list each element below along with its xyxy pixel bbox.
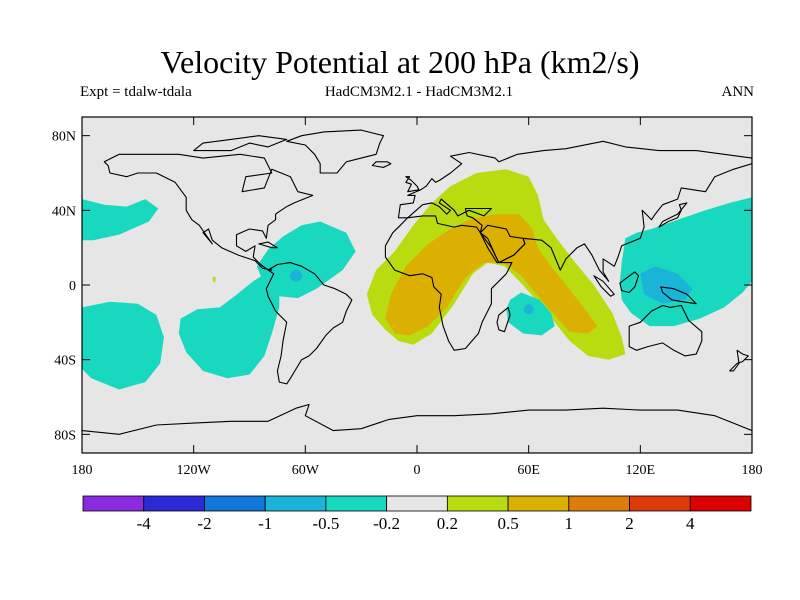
coastline-arctic-islands	[193, 135, 288, 152]
colorbar-swatch	[629, 495, 691, 512]
colorbar-label: 4	[686, 514, 695, 533]
y-tick-label: 80N	[52, 130, 76, 145]
colorbar-label: -4	[137, 514, 152, 533]
model-label: HadCM3M2.1 - HadCM3M2.1	[324, 84, 514, 100]
contour-spot-colombia	[290, 269, 303, 282]
coastline-australia	[628, 304, 703, 357]
contour-spot-pacific	[212, 276, 216, 283]
contour-region-east-pacific-negative	[82, 301, 164, 390]
axes: 80N 40N 0 40S 80S 180 120W 60W 0 60E 120E 180	[52, 117, 763, 478]
season-label: ANN	[721, 84, 755, 100]
contour-region-south-america-negative	[178, 271, 280, 379]
coastline-new-zealand	[729, 349, 749, 372]
colorbar-label: -1	[258, 514, 272, 533]
x-tick-label: 0	[414, 463, 421, 478]
colorbar-label: -2	[197, 514, 211, 533]
contour-region-africa-indian-ocean-core	[385, 214, 598, 336]
coastline-borneo	[619, 271, 640, 294]
coastline-antarctica	[82, 403, 752, 435]
colorbar-swatch	[204, 495, 266, 512]
x-tick-label: 60W	[292, 463, 320, 478]
y-tick-label: 0	[69, 279, 76, 294]
colorbar-label: 0.5	[497, 514, 518, 533]
colorbar-label: 2	[625, 514, 634, 533]
colorbar-label: -0.5	[312, 514, 339, 533]
colorbar: -4 -2 -1 -0.5 -0.2 0.2 0.5 1 2 4	[82, 495, 752, 533]
x-tick-label: 120W	[177, 463, 212, 478]
colorbar-label: -0.2	[373, 514, 400, 533]
coastline-eurasia	[397, 140, 752, 282]
colorbar-swatch	[507, 495, 570, 512]
coastline-new-guinea	[660, 286, 697, 305]
y-tick-label: 80S	[54, 428, 76, 443]
y-tick-label: 40N	[52, 204, 76, 219]
experiment-label: Expt = tdalw-tdala	[80, 84, 192, 100]
contour-region-maritime-continent-core	[640, 266, 693, 304]
contour-region-north-pacific-negative	[82, 199, 159, 241]
coastline-africa	[384, 215, 513, 351]
contour-region-madagascar-negative	[506, 292, 555, 336]
colorbar-swatch	[568, 495, 630, 512]
colorbar-swatch	[264, 495, 327, 512]
colorbar-swatch	[386, 495, 448, 512]
coastline-north-america	[103, 153, 314, 271]
x-tick-label: 60E	[517, 463, 540, 478]
coastline-iceland	[371, 161, 392, 168]
colorbar-swatch	[82, 495, 145, 512]
contour-fills	[82, 169, 752, 390]
x-tick-label: 180	[742, 463, 763, 478]
coastline-sumatra	[593, 275, 615, 297]
coastline-cuba	[258, 241, 278, 249]
colorbar-swatch	[689, 495, 752, 512]
coastline-uk	[405, 176, 420, 193]
colorbar-swatch	[446, 495, 509, 512]
contour-spot-madagascar	[523, 304, 534, 315]
colorbar-label: 0.2	[437, 514, 458, 533]
contour-region-caribbean-atlantic-negative	[256, 221, 356, 299]
x-tick-label: 120E	[626, 463, 656, 478]
coastline-madagascar	[496, 306, 511, 333]
colorbar-label: 1	[565, 514, 574, 533]
coastlines	[82, 129, 752, 435]
colorbar-swatch	[143, 495, 205, 512]
coastline-arabia	[479, 224, 526, 264]
x-tick-label: 180	[72, 463, 93, 478]
coastline-greenland	[286, 129, 385, 174]
colorbar-swatch	[325, 495, 388, 512]
chart-title: Velocity Potential at 200 hPa (km2/s)	[160, 44, 640, 80]
coastline-south-america	[265, 262, 353, 385]
y-tick-label: 40S	[54, 354, 76, 369]
coastline-japan	[658, 202, 688, 228]
